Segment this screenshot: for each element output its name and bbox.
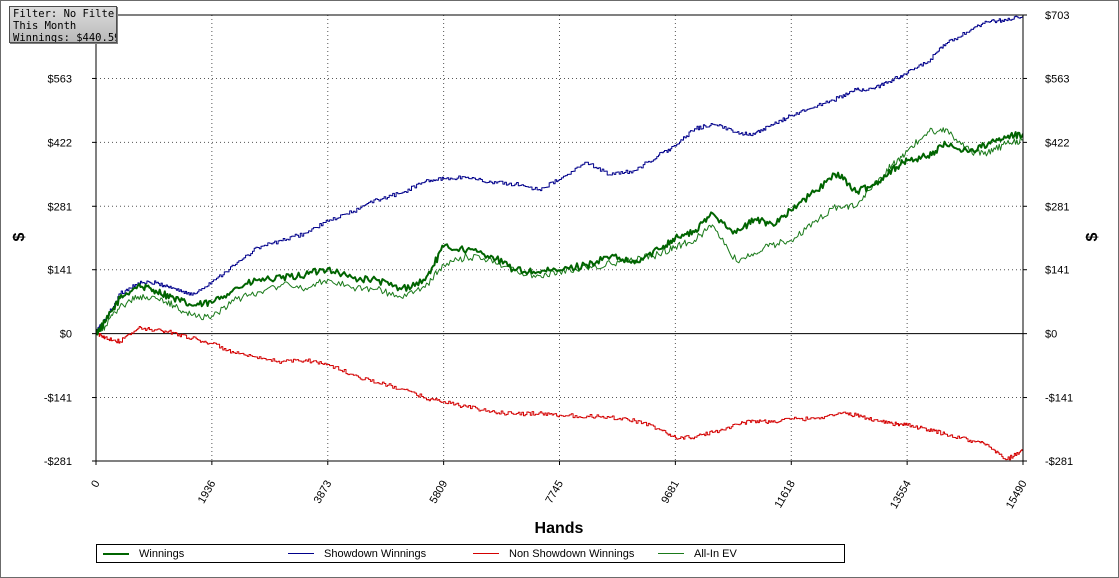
x-tick-label: 13554 [888, 479, 914, 511]
series-line-winnings [96, 131, 1023, 336]
legend-swatch [473, 553, 499, 554]
series-group [96, 15, 1023, 461]
legend-swatch [658, 553, 684, 554]
y-tick-label-right: $422 [1045, 137, 1069, 149]
x-tick-label: 15490 [1004, 479, 1030, 511]
axes: -$281 -$281 -$141 -$141 $0 $0 $141 $141 $281 $281… [44, 10, 1073, 511]
y-tick-label-right: -$141 [1045, 393, 1073, 405]
y-tick-label-right: $0 [1045, 329, 1057, 341]
filter-info-box: Filter: No Filter This Month Winnings: $… [9, 6, 117, 43]
x-tick-label: 7745 [543, 479, 566, 506]
period-line: This Month [13, 20, 77, 32]
x-tick-label: 3873 [312, 479, 335, 506]
legend-item: Non Showdown Winnings [473, 545, 634, 562]
legend-label: All-In EV [694, 547, 737, 560]
x-tick-label: 9681 [659, 479, 682, 506]
winnings-line: Winnings: $440.59 [13, 32, 117, 43]
x-axis-title: Hands [535, 520, 584, 537]
y-tick-label-right: $703 [1045, 10, 1069, 22]
y-tick-label-left: $141 [48, 265, 72, 277]
y-axis-title-right: $ [1084, 232, 1101, 241]
legend-swatch [103, 552, 129, 555]
x-tick-label: 5809 [428, 479, 451, 506]
legend: Winnings Showdown Winnings Non Showdown Wi… [96, 544, 845, 563]
y-tick-label-right: -$281 [1045, 456, 1073, 468]
filter-line: Filter: No Filter [13, 8, 117, 20]
y-tick-label-left: -$281 [44, 456, 72, 468]
x-tick-label: 11618 [773, 479, 798, 511]
y-tick-label-left: $563 [48, 73, 72, 85]
y-tick-label-left: $281 [48, 201, 72, 213]
legend-item: Showdown Winnings [288, 545, 426, 562]
x-tick-label: 1936 [196, 479, 219, 506]
legend-label: Showdown Winnings [324, 547, 427, 560]
legend-label: Winnings [139, 547, 185, 560]
y-tick-label-right: $563 [1045, 73, 1069, 85]
legend-label: Non Showdown Winnings [509, 547, 635, 560]
legend-item: All-In EV [658, 545, 737, 562]
grid [96, 15, 1023, 461]
x-tick-label: 0 [89, 479, 102, 490]
legend-swatch [288, 553, 314, 554]
y-axis-title-left: $ [11, 232, 28, 241]
plot-area [96, 15, 1023, 461]
y-tick-label-right: $141 [1045, 265, 1069, 277]
y-tick-label-left: -$141 [44, 393, 72, 405]
series-line-showdown-winnings [96, 15, 1023, 332]
series-line-non-showdown-winnings [96, 326, 1023, 461]
y-tick-label-left: $422 [48, 137, 72, 149]
y-tick-label-right: $281 [1045, 201, 1069, 213]
y-tick-label-left: $0 [60, 329, 72, 341]
legend-item: Winnings [103, 545, 184, 562]
